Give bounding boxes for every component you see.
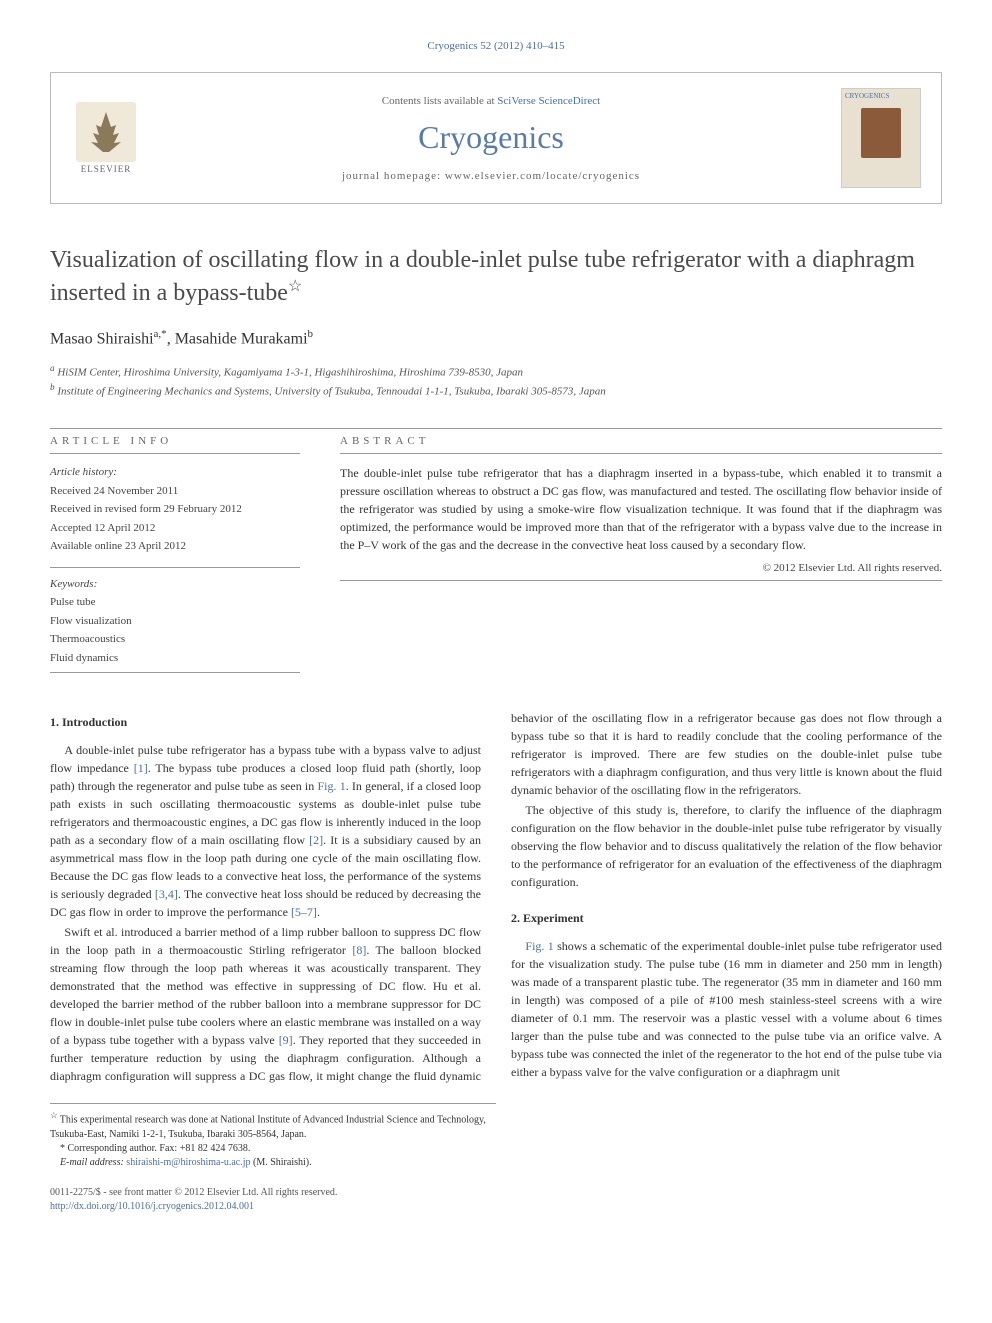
accepted-date: Accepted 12 April 2012 <box>50 520 300 537</box>
footer-doi: 0011-2275/$ - see front matter © 2012 El… <box>50 1186 942 1214</box>
affiliations: a HiSIM Center, Hiroshima University, Ka… <box>50 362 942 400</box>
ref-3-4[interactable]: [3,4] <box>155 887 178 901</box>
journal-reference: Cryogenics 52 (2012) 410–415 <box>50 40 942 52</box>
keyword-1: Pulse tube <box>50 594 300 611</box>
corresponding-author: * Corresponding author. Fax: +81 82 424 … <box>50 1142 496 1156</box>
experiment-heading: 2. Experiment <box>511 909 942 927</box>
journal-header: ELSEVIER Contents lists available at Sci… <box>50 72 942 204</box>
intro-para-3: The objective of this study is, therefor… <box>511 801 942 891</box>
author-email-link[interactable]: shiraishi-m@hiroshima-u.ac.jp <box>126 1157 250 1168</box>
ref-2[interactable]: [2] <box>309 833 323 847</box>
abstract-heading: ABSTRACT <box>340 435 942 454</box>
article-title: Visualization of oscillating flow in a d… <box>50 244 942 310</box>
contents-prefix: Contents lists available at <box>382 95 497 107</box>
cover-title: CRYOGENICS <box>842 89 920 103</box>
authors-list: Masao Shiraishia,*, Masahide Murakamib <box>50 328 942 348</box>
publisher-name: ELSEVIER <box>81 164 132 174</box>
author-1: Masao Shiraishi <box>50 330 154 347</box>
affiliation-b: b Institute of Engineering Mechanics and… <box>50 381 942 400</box>
revised-date: Received in revised form 29 February 201… <box>50 501 300 518</box>
email-line: E-mail address: shiraishi-m@hiroshima-u.… <box>50 1156 496 1170</box>
sciencedirect-link[interactable]: SciVerse ScienceDirect <box>497 95 600 107</box>
publisher-logo: ELSEVIER <box>71 98 141 178</box>
author-2: Masahide Murakami <box>175 330 308 347</box>
divider-abstract-bottom <box>340 580 942 581</box>
contents-list-line: Contents lists available at SciVerse Sci… <box>161 95 821 107</box>
article-history: Article history: Received 24 November 20… <box>50 464 300 666</box>
star-footnote: ☆ This experimental research was done at… <box>50 1110 496 1141</box>
keyword-3: Thermoacoustics <box>50 631 300 648</box>
abstract-copyright: © 2012 Elsevier Ltd. All rights reserved… <box>340 562 942 574</box>
affiliation-a: a HiSIM Center, Hiroshima University, Ka… <box>50 362 942 381</box>
abstract-column: ABSTRACT The double-inlet pulse tube ref… <box>340 435 942 679</box>
history-label: Article history: <box>50 464 300 481</box>
author-1-sup: a,* <box>154 328 167 340</box>
experiment-para-1: Fig. 1 shows a schematic of the experime… <box>511 937 942 1081</box>
journal-name: Cryogenics <box>161 119 821 156</box>
keyword-2: Flow visualization <box>50 613 300 630</box>
online-date: Available online 23 April 2012 <box>50 538 300 555</box>
ref-8[interactable]: [8] <box>352 943 366 957</box>
homepage-url[interactable]: www.elsevier.com/locate/cryogenics <box>445 170 640 182</box>
doi-link[interactable]: http://dx.doi.org/10.1016/j.cryogenics.2… <box>50 1201 254 1212</box>
keywords-label: Keywords: <box>50 567 300 593</box>
body-text-columns: 1. Introduction A double-inlet pulse tub… <box>50 709 942 1085</box>
fig-1-ref-a[interactable]: Fig. 1 <box>317 779 345 793</box>
keyword-4: Fluid dynamics <box>50 650 300 667</box>
homepage-prefix: journal homepage: <box>342 170 445 182</box>
received-date: Received 24 November 2011 <box>50 483 300 500</box>
journal-homepage: journal homepage: www.elsevier.com/locat… <box>161 170 821 182</box>
divider-top <box>50 428 942 429</box>
journal-cover-thumbnail: CRYOGENICS <box>841 88 921 188</box>
footnotes: ☆ This experimental research was done at… <box>50 1103 496 1169</box>
elsevier-tree-icon <box>76 102 136 162</box>
header-center: Contents lists available at SciVerse Sci… <box>161 95 821 182</box>
divider-info-bottom <box>50 672 300 673</box>
fig-1-ref-b[interactable]: Fig. 1 <box>525 939 553 953</box>
title-footnote-star: ☆ <box>288 278 302 295</box>
intro-heading: 1. Introduction <box>50 713 481 731</box>
title-text: Visualization of oscillating flow in a d… <box>50 247 915 306</box>
article-info-column: ARTICLE INFO Article history: Received 2… <box>50 435 300 679</box>
abstract-text: The double-inlet pulse tube refrigerator… <box>340 464 942 554</box>
issn-line: 0011-2275/$ - see front matter © 2012 El… <box>50 1186 942 1200</box>
article-meta-row: ARTICLE INFO Article history: Received 2… <box>50 435 942 679</box>
ref-1[interactable]: [1] <box>134 761 148 775</box>
article-info-heading: ARTICLE INFO <box>50 435 300 454</box>
ref-5-7[interactable]: [5–7] <box>291 905 317 919</box>
intro-para-1: A double-inlet pulse tube refrigerator h… <box>50 741 481 921</box>
author-2-sup: b <box>308 328 314 340</box>
ref-9[interactable]: [9] <box>279 1033 293 1047</box>
cover-image-icon <box>861 108 901 158</box>
